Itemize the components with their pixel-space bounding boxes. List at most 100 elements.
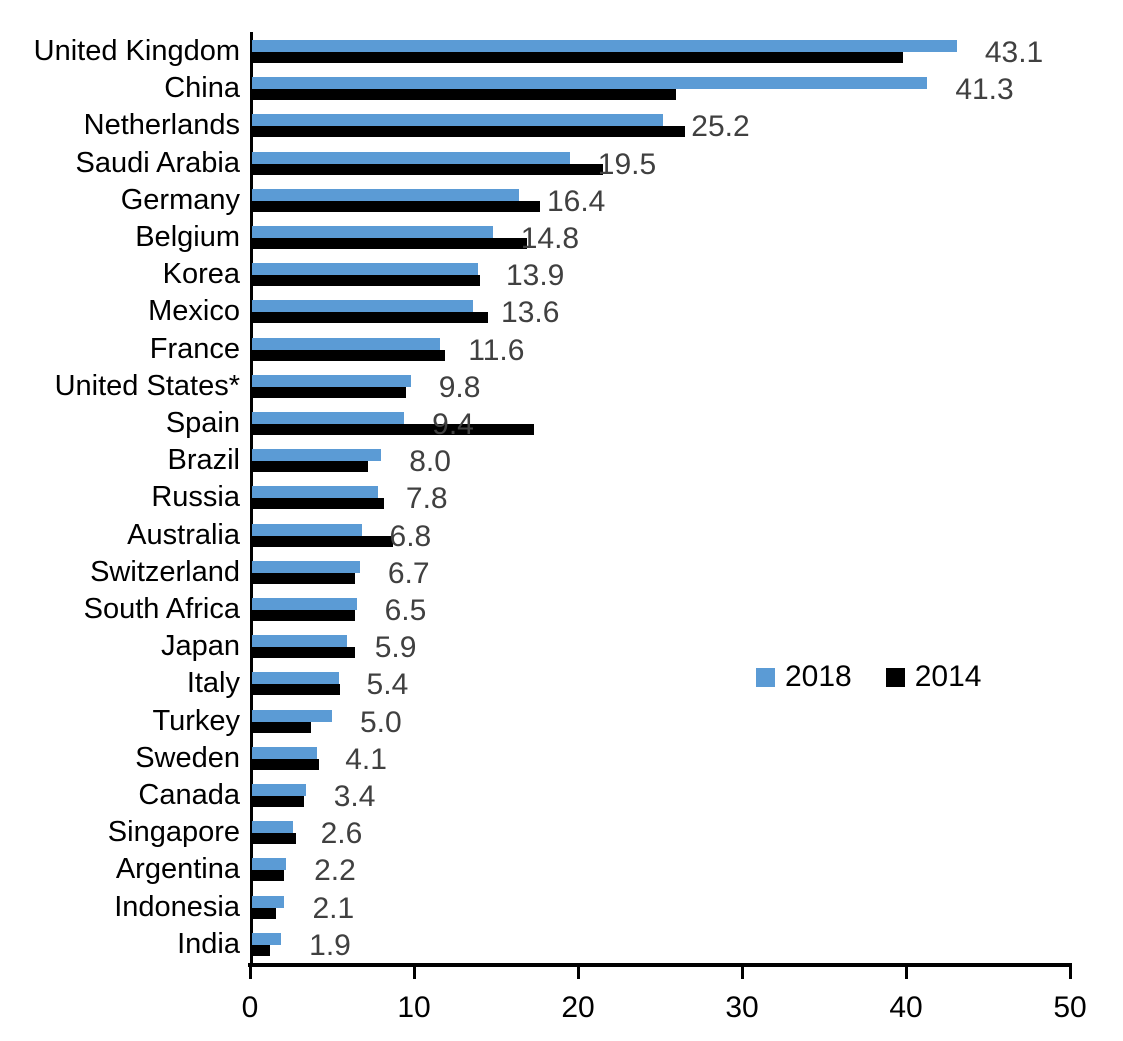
- bar-2014: [252, 833, 296, 845]
- category-label: Argentina: [115, 853, 240, 886]
- x-axis-line: [248, 963, 1072, 967]
- x-tick-label: 40: [889, 991, 923, 1024]
- value-label: 19.5: [597, 147, 657, 181]
- value-label: 9.8: [438, 370, 481, 404]
- value-label: 2.2: [314, 854, 356, 888]
- bar-2018: [252, 151, 570, 164]
- bar-2014: [252, 275, 480, 287]
- bar-2018: [252, 412, 405, 424]
- bar-2018: [252, 858, 287, 871]
- bar-2014: [252, 126, 685, 138]
- bar-2018: [252, 672, 339, 685]
- value-label: 41.3: [955, 73, 1014, 107]
- category-label: Spain: [165, 407, 240, 439]
- value-label: 5.9: [374, 631, 417, 665]
- value-label: 4.1: [345, 742, 387, 776]
- bar-2014: [252, 163, 603, 175]
- bar-2014: [252, 907, 277, 919]
- bar-2018: [252, 374, 411, 387]
- category-label: Indonesia: [114, 890, 240, 923]
- bar-2014: [252, 461, 369, 473]
- bar-2014: [252, 349, 446, 361]
- category-label: Sweden: [135, 741, 240, 774]
- bar-2018: [252, 263, 478, 276]
- x-tick-mark: [741, 967, 744, 979]
- x-tick-mark: [1069, 967, 1072, 979]
- category-label: Saudi Arabia: [75, 146, 240, 179]
- legend-item: 2014: [885, 660, 982, 694]
- bar-2018: [252, 523, 362, 536]
- bar-2018: [252, 40, 957, 52]
- x-tick-label: 50: [1053, 991, 1087, 1024]
- bar-2018: [252, 560, 360, 573]
- x-tick-mark: [249, 967, 252, 979]
- bar-2018: [252, 746, 318, 759]
- category-label: Russia: [151, 481, 240, 514]
- bar-2018: [252, 486, 378, 499]
- category-label: United Kingdom: [33, 35, 240, 67]
- x-tick-mark: [577, 967, 580, 979]
- bar-2018: [252, 932, 282, 945]
- bar-2018: [252, 300, 474, 313]
- bar-2014: [252, 89, 677, 101]
- bar-2014: [252, 386, 406, 398]
- category-label: Australia: [127, 518, 240, 551]
- bar-2014: [252, 572, 355, 584]
- category-label: Italy: [186, 667, 240, 700]
- bar-2014: [252, 200, 541, 212]
- category-label: Mexico: [148, 295, 240, 328]
- category-label: Germany: [120, 183, 240, 216]
- value-label: 8.0: [409, 445, 451, 479]
- y-axis-line: [250, 32, 253, 967]
- value-label: 6.8: [389, 519, 432, 553]
- bar-2018: [252, 77, 928, 90]
- bar-2014: [252, 684, 341, 696]
- category-label: Brazil: [167, 444, 240, 477]
- value-label: 2.1: [312, 891, 355, 925]
- value-label: 6.5: [384, 594, 427, 627]
- bar-2018: [252, 449, 382, 462]
- bar-2014: [252, 238, 528, 249]
- value-label: 6.7: [387, 556, 430, 590]
- value-label: 9.4: [432, 408, 474, 441]
- bar-2014: [252, 721, 311, 733]
- bar-2018: [252, 114, 664, 127]
- bar-2014: [252, 52, 903, 63]
- value-label: 7.8: [405, 482, 448, 516]
- x-tick-label: 10: [397, 991, 431, 1024]
- category-label: Canada: [138, 779, 240, 811]
- x-tick-mark: [905, 967, 908, 979]
- bar-2018: [252, 188, 519, 201]
- category-label: Switzerland: [90, 555, 240, 588]
- bar-2018: [252, 337, 441, 350]
- legend-label: 2018: [785, 660, 852, 693]
- legend-label: 2014: [914, 660, 982, 693]
- value-label: 13.6: [501, 296, 560, 330]
- bar-2014: [252, 610, 355, 621]
- bar-2014: [252, 647, 355, 659]
- category-label: United States*: [54, 369, 240, 402]
- value-label: 13.9: [505, 259, 565, 293]
- bar-2014: [252, 312, 488, 324]
- x-tick-label: 0: [241, 991, 259, 1024]
- bar-2014: [252, 796, 305, 807]
- bar-2018: [252, 709, 332, 722]
- bar-2018: [252, 598, 357, 610]
- x-tick-label: 30: [725, 991, 759, 1024]
- category-label: Korea: [162, 258, 240, 291]
- category-label: Japan: [160, 630, 240, 663]
- bar-2018: [252, 821, 293, 834]
- value-label: 11.6: [468, 333, 525, 367]
- bar-2018: [252, 226, 493, 238]
- value-label: 1.9: [309, 928, 351, 962]
- bar-2014: [252, 758, 319, 770]
- category-label: South Africa: [83, 593, 240, 625]
- category-label: France: [149, 332, 240, 365]
- bar-2014: [252, 870, 285, 882]
- bar-2018: [252, 895, 285, 908]
- category-label: Singapore: [107, 816, 240, 849]
- bar-2018: [252, 635, 347, 648]
- value-label: 14.8: [520, 222, 580, 255]
- legend-swatch-2014: [885, 667, 905, 687]
- category-label: China: [164, 72, 240, 105]
